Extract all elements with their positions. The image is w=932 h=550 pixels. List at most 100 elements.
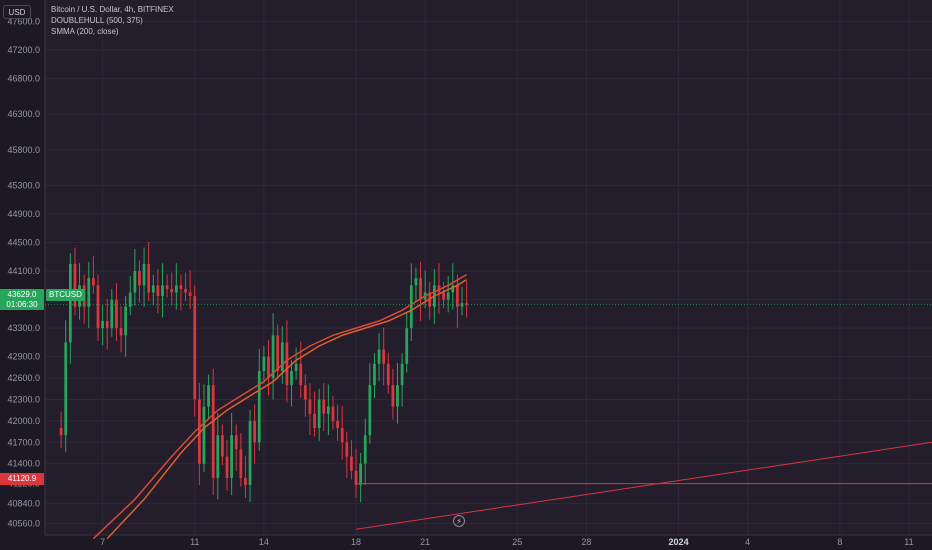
candle-body [350, 456, 353, 471]
y-tick-label: 47200.0 [7, 45, 40, 55]
candle-body [142, 263, 146, 286]
candle-body [244, 477, 247, 486]
candle-body [382, 349, 386, 364]
y-tick-label: 45300.0 [7, 180, 40, 190]
x-tick-label: 4 [745, 537, 750, 547]
candle-body [197, 399, 201, 464]
candle-body [285, 342, 289, 386]
candle-body [303, 385, 307, 400]
x-tick-label: 25 [512, 537, 522, 547]
candle-body [202, 406, 206, 464]
candle-body [294, 363, 298, 371]
y-tick-label: 46800.0 [7, 73, 40, 83]
candle-body [216, 435, 220, 478]
legend-symbol[interactable]: Bitcoin / U.S. Dollar, 4h, BITFINEX [51, 5, 174, 14]
candle-body [363, 435, 367, 464]
trend-line [355, 441, 932, 530]
y-tick-label: 44500.0 [7, 238, 40, 248]
candle-body [193, 296, 197, 400]
candle-body [262, 356, 266, 371]
x-tick-label: 21 [420, 537, 430, 547]
candle-body [87, 278, 91, 307]
candle-body [138, 271, 141, 286]
candle-body [184, 288, 187, 293]
x-tick-label: 2024 [669, 537, 689, 547]
candle-body [345, 442, 349, 457]
candle-body [96, 285, 100, 329]
candle-body [253, 420, 257, 443]
y-tick-label: 41700.0 [7, 437, 40, 447]
candle-body [151, 285, 155, 293]
smma-line [106, 278, 467, 540]
candle-body [456, 285, 459, 307]
level-price-tag: 41120.9 [0, 473, 44, 485]
x-tick-label: 14 [259, 537, 269, 547]
candle-body [396, 385, 399, 407]
candle-body [299, 363, 303, 386]
candle-body [267, 356, 270, 379]
candle-body [359, 463, 363, 486]
y-tick-label: 42900.0 [7, 352, 40, 362]
candle-body [188, 292, 192, 297]
candle-body [119, 328, 123, 336]
candle-body [336, 420, 339, 428]
last-price-value: 43629.0 [7, 290, 37, 299]
plot-background [45, 0, 932, 535]
y-tick-label: 47600.0 [7, 16, 40, 26]
candle-body [442, 292, 445, 300]
candle-body [271, 335, 275, 379]
candle-body [179, 285, 183, 289]
y-tick-label: 44100.0 [7, 266, 40, 276]
x-tick-label: 8 [837, 537, 842, 547]
candle-body [211, 385, 215, 478]
y-tick-label: 42600.0 [7, 373, 40, 383]
candle-body [377, 349, 381, 364]
candle-body [110, 299, 114, 329]
candle-body [340, 428, 344, 443]
candle-body [64, 342, 68, 436]
candle-body [91, 278, 95, 286]
candle-body [322, 399, 326, 414]
candle-body [409, 285, 413, 329]
x-tick-label: 28 [581, 537, 591, 547]
candle-body [414, 278, 418, 286]
candle-body [405, 328, 409, 364]
last-price-tag: 43629.0 01:06:30 [0, 289, 44, 310]
candle-body [105, 321, 109, 329]
candle-body [419, 278, 422, 300]
candle-body [128, 292, 132, 307]
legend-indicator-doublehull[interactable]: DOUBLEHULL (500, 375) [51, 16, 143, 25]
y-tick-label: 41400.0 [7, 459, 40, 469]
candle-body [400, 363, 404, 386]
candle-body [170, 288, 174, 293]
currency-button[interactable]: USD [3, 5, 31, 19]
candle-body [326, 406, 330, 414]
alert-bolt-icon[interactable]: ⚡ [453, 515, 465, 527]
candle-body [465, 303, 468, 305]
candle-body [101, 321, 104, 329]
y-tick-label: 45800.0 [7, 145, 40, 155]
candle-body [280, 342, 284, 371]
x-tick-label: 18 [351, 537, 361, 547]
symbol-tag: BTCUSD [46, 289, 85, 301]
candle-body [446, 292, 450, 300]
candle-body [317, 399, 321, 428]
candle-body [234, 435, 238, 450]
x-tick-label: 11 [190, 537, 199, 547]
candle-body [221, 435, 224, 457]
legend-indicator-smma[interactable]: SMMA (200, close) [51, 27, 119, 36]
candle-body [331, 406, 335, 421]
candle-body [115, 299, 118, 329]
candle-body [386, 363, 390, 386]
y-tick-label: 42300.0 [7, 394, 40, 404]
y-tick-label: 40560.0 [7, 519, 40, 529]
candle-body [156, 285, 160, 297]
x-tick-label: 11 [904, 537, 913, 547]
candle-body [165, 285, 169, 289]
y-tick-label: 43300.0 [7, 323, 40, 333]
candle-body [391, 385, 395, 407]
candle-body [308, 399, 312, 414]
candle-body [230, 435, 233, 478]
